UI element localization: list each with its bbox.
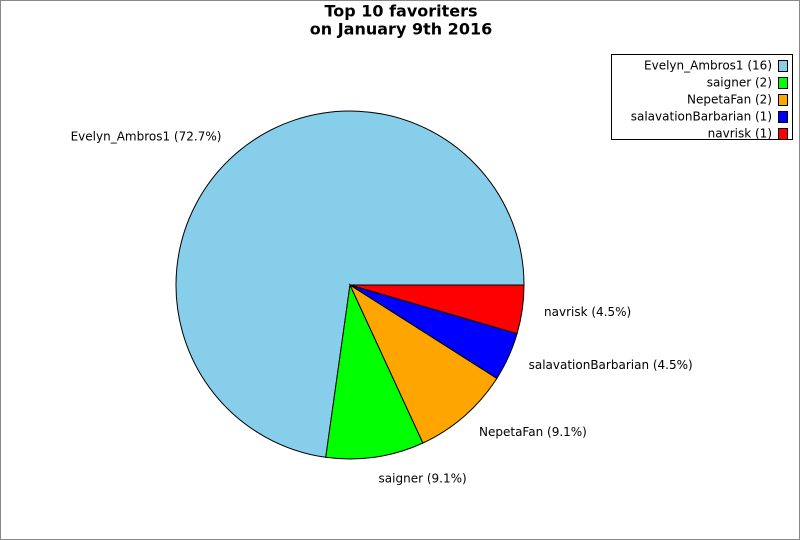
- slice-label: Evelyn_Ambros1 (72.7%): [71, 130, 222, 144]
- pie-slice: [325, 283, 424, 460]
- legend-label: saigner (2): [707, 76, 772, 90]
- legend-label: salavationBarbarian (1): [631, 110, 772, 124]
- slice-label: navrisk (4.5%): [544, 305, 631, 319]
- legend-label: navrisk (1): [708, 127, 772, 141]
- legend-swatch: [778, 94, 788, 106]
- slice-label: saigner (9.1%): [379, 471, 467, 485]
- legend-swatch: [778, 77, 788, 89]
- pie-slice: [349, 284, 525, 335]
- legend-swatch: [778, 60, 788, 72]
- legend-swatch: [778, 111, 788, 123]
- chart-subtitle: on January 9th 2016: [310, 20, 492, 39]
- pie-slice: [348, 283, 498, 444]
- chart-title: Top 10 favoriters: [324, 2, 477, 21]
- legend-label: NepetaFan (2): [687, 93, 772, 107]
- slice-label: NepetaFan (9.1%): [479, 425, 587, 439]
- slice-label: salavationBarbarian (4.5%): [529, 358, 693, 372]
- legend-label: Evelyn_Ambros1 (16): [644, 59, 772, 73]
- legend-box: [611, 54, 793, 140]
- legend-swatch: [778, 128, 788, 140]
